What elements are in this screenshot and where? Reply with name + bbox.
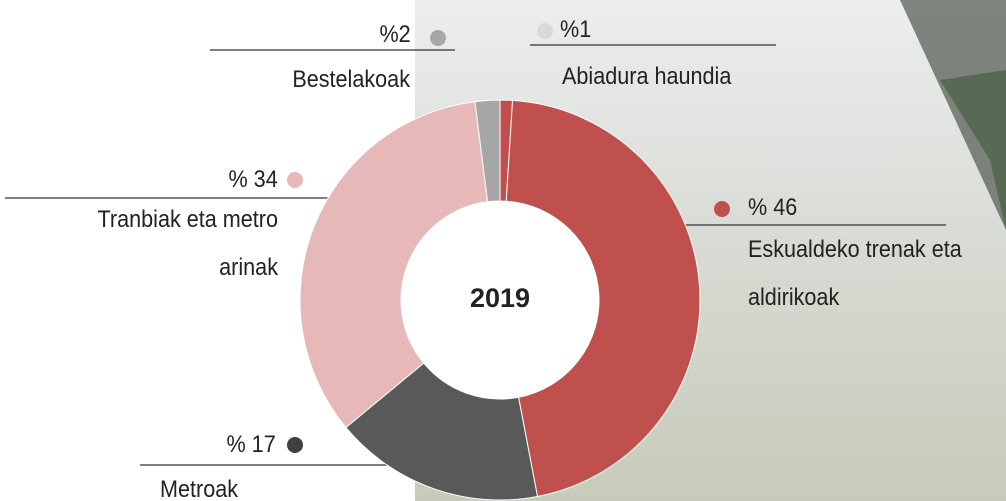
value-label: % 46: [748, 184, 797, 232]
category-label: Metroak: [160, 466, 340, 501]
category-label: Abiadura haundia: [562, 53, 832, 101]
page: 2019 %1Abiadura haundia % 46Eskualdeko tr…: [0, 0, 1006, 501]
category-label: Bestelakoak: [230, 56, 410, 104]
legend-dot: [287, 172, 303, 188]
legend-dot: [430, 30, 446, 46]
category-label: Tranbiak eta metro arinak: [40, 196, 279, 292]
value-label: %2: [380, 11, 411, 59]
legend-dot: [714, 201, 730, 217]
value-label: %1: [560, 6, 591, 54]
legend-dot: [537, 23, 553, 39]
value-label: % 17: [227, 421, 276, 469]
legend-dot: [287, 437, 303, 453]
center-label: 2019: [470, 283, 530, 313]
category-label: Eskualdeko trenak eta aldirikoak: [748, 226, 978, 322]
